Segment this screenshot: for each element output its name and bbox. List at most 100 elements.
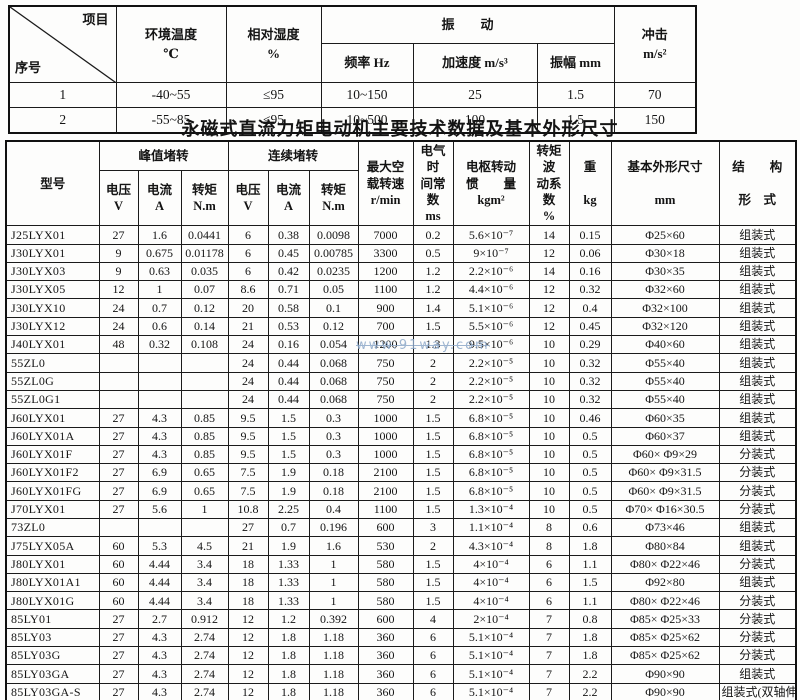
motor-row-data-cell: 1100 bbox=[357, 280, 414, 300]
motor-row-label-cell: J30LYX01 bbox=[5, 243, 100, 263]
motor-row-data-cell: 1.5 bbox=[412, 481, 454, 501]
motor-row-data-cell: 4 bbox=[412, 609, 454, 629]
motor-row-data-cell: 0.53 bbox=[267, 316, 310, 337]
motor-row-data-cell: 10 bbox=[528, 353, 570, 373]
motor-row-data-cell: 0.8 bbox=[568, 609, 612, 629]
motor-row: 85LY01 27 2.7 0.912 12 1.2 0.392 600 4 2×10⁻⁴ 7 0.8… bbox=[5, 609, 797, 629]
motor-row-data-cell: 4×10⁻⁴ bbox=[452, 591, 530, 611]
motor-row-data-cell: Φ60× Φ9×31.5 bbox=[610, 481, 720, 501]
motor-row-data-cell: 27 bbox=[98, 463, 139, 483]
motor-row-data-cell: Φ60×35 bbox=[610, 408, 720, 428]
motor-row-data-cell: 7 bbox=[528, 627, 570, 648]
env-header-row-2: 频率 Hz 加速度 m/s³ 振幅 mm bbox=[9, 42, 696, 84]
motor-row-data-cell: 7 bbox=[528, 646, 570, 666]
motor-row-data-cell: 5.6×10⁻⁷ bbox=[452, 225, 530, 245]
motor-row-data-cell: 1.33 bbox=[267, 591, 310, 611]
diagonal-divider-line bbox=[10, 7, 116, 82]
env-amplitude-header: 振幅 mm bbox=[536, 42, 615, 84]
motor-row-data-cell: 27 bbox=[98, 225, 139, 245]
motor-row-data-cell: 14 bbox=[528, 225, 570, 245]
motor-row-data-cell: 分装式 bbox=[718, 499, 797, 520]
motor-row-label-cell: J30LYX05 bbox=[5, 280, 100, 300]
motor-row-data-cell: 27 bbox=[98, 444, 139, 465]
motor-row-data-cell: 2.7 bbox=[137, 609, 182, 629]
motor-row-data-cell: 0.38 bbox=[267, 225, 310, 245]
motor-row-data-cell: 1.2 bbox=[412, 261, 454, 282]
motor-row-data-cell: 1 bbox=[137, 280, 182, 300]
motor-row-data-cell: 0.44 bbox=[267, 353, 310, 373]
motor-row-data-cell: 0.45 bbox=[267, 243, 310, 263]
motor-row: J30LYX03 9 0.63 0.035 6 0.42 0.0235 1200 1.2 2.2×… bbox=[5, 261, 797, 282]
motor-row-data-cell: 0.4 bbox=[308, 499, 359, 520]
motor-row-data-cell: 1.5 bbox=[267, 408, 310, 428]
motor-row-data-cell: 48 bbox=[98, 335, 139, 355]
motor-row-data-cell: 21 bbox=[227, 536, 269, 556]
motor-row-data-cell: 12 bbox=[528, 280, 570, 300]
motor-row-data-cell: 1.4 bbox=[412, 298, 454, 318]
motor-row-data-cell: 1200 bbox=[357, 335, 414, 355]
motor-row-data-cell: 4.3 bbox=[137, 444, 182, 465]
motor-row: 85LY03GA-S 27 4.3 2.74 12 1.8 1.18 360 6 5.1×10⁻⁴… bbox=[5, 682, 797, 700]
motor-row-data-cell: 10 bbox=[528, 389, 570, 410]
motor-row-data-cell: 27 bbox=[98, 664, 139, 684]
motor-row-label-cell: J30LYX03 bbox=[5, 261, 100, 282]
motor-row-data-cell: 1.5 bbox=[412, 554, 454, 574]
motor-row-label-cell: 85LY03GA bbox=[5, 664, 100, 684]
env-row-data-cell: ≤95 bbox=[225, 107, 322, 134]
motor-row-data-cell: 3300 bbox=[357, 243, 414, 263]
motor-row-data-cell: Φ80× Φ22×46 bbox=[610, 591, 720, 611]
motor-row-data-cell bbox=[98, 371, 139, 391]
motor-row-label-cell: J80LYX01G bbox=[5, 591, 100, 611]
motor-row-data-cell: 20 bbox=[227, 298, 269, 318]
motor-row: 55ZL0 24 0.44 0.068 750 2 2.2×10⁻⁵ 10 0.32 Φ55×40… bbox=[5, 353, 797, 373]
armature-inertia-header: 电枢转动 惯 量 kgm² bbox=[452, 140, 530, 227]
motor-row-data-cell: 5.1×10⁻⁴ bbox=[452, 627, 530, 648]
motor-row-data-cell: 27 bbox=[98, 408, 139, 428]
motor-row-data-cell: 1.2 bbox=[412, 280, 454, 300]
motor-row-data-cell: 9×10⁻⁷ bbox=[452, 243, 530, 263]
motor-row: J60LYX01 27 4.3 0.85 9.5 1.5 0.3 1000 1.5 6.8×10⁻… bbox=[5, 408, 797, 428]
motor-row-data-cell: 12 bbox=[528, 316, 570, 337]
motor-row-label-cell: J80LYX01A1 bbox=[5, 572, 100, 593]
cont-voltage-header: 电压 V bbox=[227, 169, 269, 227]
motor-row-label-cell: J40LYX01 bbox=[5, 335, 100, 355]
motor-row-data-cell: 10 bbox=[528, 371, 570, 391]
motor-row-data-cell: 6.9 bbox=[137, 463, 182, 483]
env-row-label-cell: 2 bbox=[8, 107, 117, 134]
motor-row-data-cell: 1.5 bbox=[412, 499, 454, 520]
motor-row-data-cell: 4×10⁻⁴ bbox=[452, 572, 530, 593]
motor-row-data-cell: Φ70× Φ16×30.5 bbox=[610, 499, 720, 520]
env-corner-seq-label: 序号 bbox=[15, 59, 42, 75]
motor-row-data-cell: 600 bbox=[357, 609, 414, 629]
motor-row: J75LYX05A 60 5.3 4.5 21 1.9 1.6 530 2 4.3×10⁻⁴ 8 1.… bbox=[5, 536, 797, 556]
motor-row-data-cell: 2.2×10⁻⁵ bbox=[452, 353, 530, 373]
motor-row-data-cell: 0.65 bbox=[180, 463, 229, 483]
motor-row-data-cell: 6.8×10⁻⁵ bbox=[452, 408, 530, 428]
motor-row: 85LY03 27 4.3 2.74 12 1.8 1.18 360 6 5.1×10⁻⁴ 7 1.8… bbox=[5, 627, 797, 648]
motor-row-data-cell: 360 bbox=[357, 682, 414, 700]
environment-conditions-table: 项目 序号 环境温度 ℃ 相对湿度 % 振 动 冲击 m/s² 频率 Hz 加速… bbox=[8, 5, 698, 135]
motor-row-data-cell: 6.8×10⁻⁵ bbox=[452, 481, 530, 501]
torque-ripple-header: 转矩波 动系数 % bbox=[528, 140, 570, 227]
motor-row-data-cell: 1.33 bbox=[267, 572, 310, 593]
cont-torque-header: 转矩 N.m bbox=[308, 169, 359, 227]
motor-row-label-cell: J80LYX01 bbox=[5, 554, 100, 574]
motor-row-data-cell: 1.1×10⁻⁴ bbox=[452, 517, 530, 538]
motor-row-data-cell: 4.3 bbox=[137, 646, 182, 666]
motor-row-data-cell: 10 bbox=[528, 444, 570, 465]
motor-row-data-cell: 24 bbox=[227, 389, 269, 410]
motor-row-data-cell: 2 bbox=[412, 536, 454, 556]
motor-row-data-cell: 12 bbox=[227, 627, 269, 648]
motor-row-data-cell: 2.2×10⁻⁶ bbox=[452, 261, 530, 282]
motor-row-data-cell: 组装式 bbox=[718, 225, 797, 245]
motor-row-data-cell: 1.1 bbox=[568, 554, 612, 574]
structure-header: 结 构 形 式 bbox=[718, 140, 797, 227]
motor-row-data-cell: 0.5 bbox=[568, 499, 612, 520]
motor-row-label-cell: J60LYX01F bbox=[5, 444, 100, 465]
motor-row-data-cell: 750 bbox=[357, 353, 414, 373]
motor-row-data-cell: 5.1×10⁻⁶ bbox=[452, 298, 530, 318]
motor-row-data-cell: 27 bbox=[98, 481, 139, 501]
motor-row: J25LYX01 27 1.6 0.0441 6 0.38 0.0098 7000 0.2 5.6… bbox=[5, 225, 797, 245]
motor-row-data-cell: 0.01178 bbox=[180, 243, 229, 263]
motor-row-data-cell: 27 bbox=[98, 627, 139, 648]
